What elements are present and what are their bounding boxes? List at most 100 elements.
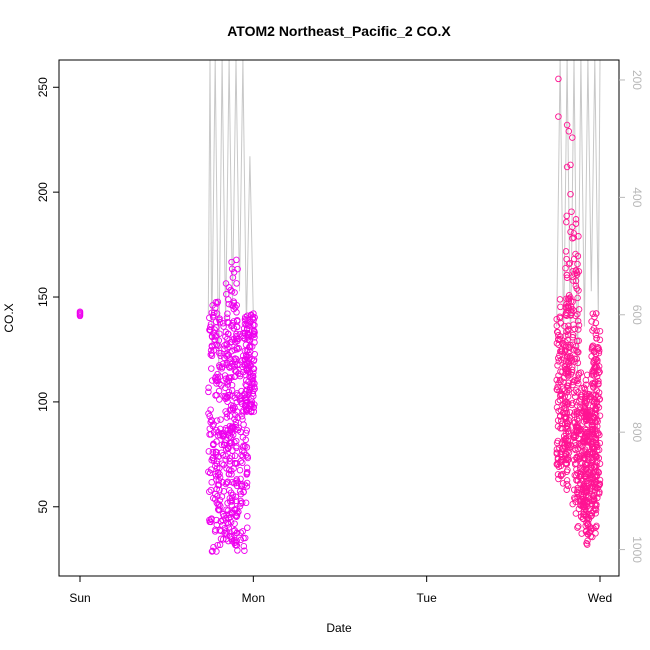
data-point-1469: [590, 372, 598, 379]
data-point-1382: [596, 327, 604, 335]
data-point-481: [233, 398, 241, 406]
data-point-95: [208, 365, 215, 372]
data-point-883: [569, 331, 577, 339]
data-point-376: [223, 465, 230, 472]
data-point-826: [575, 233, 582, 240]
data-point-992: [562, 248, 570, 255]
data-point-126: [213, 310, 221, 317]
data-point-1509: [569, 134, 576, 141]
data-point-763: [555, 358, 563, 365]
data-point-733: [557, 378, 564, 385]
data-point-369: [226, 466, 233, 473]
data-point-1455: [596, 488, 603, 496]
data-point-814: [559, 470, 566, 478]
data-point-228: [217, 350, 224, 357]
data-point-391: [231, 289, 238, 296]
data-point-1101: [570, 434, 578, 442]
data-point-229: [219, 521, 226, 529]
data-point-478: [237, 428, 244, 436]
data-point-809: [556, 387, 563, 395]
data-point-445: [241, 481, 248, 488]
data-point-643: [245, 360, 252, 367]
data-point-436: [235, 508, 242, 516]
data-point-892: [569, 277, 577, 284]
data-point-107: [212, 470, 219, 478]
data-point-65: [212, 333, 219, 340]
data-point-1483: [593, 453, 601, 460]
data-point-504: [238, 499, 246, 507]
data-point-645: [247, 395, 255, 402]
data-point-422: [242, 499, 250, 507]
data-point-48: [205, 388, 212, 396]
data-point-519: [232, 418, 240, 425]
data-point-923: [572, 220, 580, 227]
data-point-1098: [580, 384, 588, 391]
data-point-168: [224, 507, 232, 514]
data-point-1307: [583, 465, 590, 473]
data-point-1161: [573, 428, 580, 435]
data-point-297: [228, 258, 235, 266]
data-point-469: [236, 502, 244, 510]
data-point-1148: [576, 398, 583, 405]
data-point-515: [243, 468, 251, 476]
data-point-189: [216, 474, 224, 481]
data-point-374: [223, 394, 231, 402]
data-point-332: [226, 422, 234, 430]
right-y-axis: 200 400 600 800 1000: [619, 70, 644, 563]
data-point-101: [214, 541, 221, 549]
data-point-112: [209, 313, 217, 321]
data-point-195: [218, 382, 225, 389]
data-point-621: [249, 390, 257, 397]
data-point-514: [234, 547, 241, 554]
data-point-935: [563, 398, 570, 406]
data-point-702: [554, 362, 561, 369]
data-point-462: [244, 512, 251, 520]
data-point-1115: [571, 494, 578, 502]
data-point-491: [242, 436, 249, 444]
data-point-416: [234, 414, 242, 422]
data-point-990: [574, 348, 581, 356]
data-point-641: [246, 373, 253, 381]
data-point-1029: [577, 369, 585, 376]
data-point-1362: [591, 313, 598, 321]
data-point-1281: [580, 504, 588, 511]
data-point-921: [563, 328, 570, 335]
data-point-1410: [588, 318, 595, 325]
data-point-649: [244, 330, 252, 338]
data-point-989: [567, 228, 574, 236]
data-point-471: [231, 367, 239, 374]
data-point-300: [228, 406, 235, 413]
data-point-644: [243, 360, 250, 367]
data-point-257: [216, 506, 223, 514]
data-point-100: [208, 515, 215, 522]
data-point-503: [233, 323, 241, 330]
data-point-1283: [580, 403, 587, 411]
data-point-1485: [593, 462, 600, 469]
data-point-752: [564, 393, 572, 400]
data-point-1490: [591, 501, 599, 508]
data-point-518: [243, 444, 251, 451]
data-point-896: [562, 424, 570, 431]
data-point-372: [229, 274, 237, 281]
data-point-480: [233, 316, 241, 324]
data-point-964: [566, 295, 573, 302]
data-point-1502: [588, 433, 596, 440]
data-point-1462: [594, 494, 601, 502]
data-point-1488: [594, 430, 601, 438]
data-point-117: [213, 300, 221, 307]
data-point-948: [564, 327, 572, 334]
data-point-338: [233, 437, 240, 445]
data-point-38: [210, 494, 217, 502]
data-point-36: [213, 548, 220, 555]
data-point-1464: [596, 368, 603, 376]
data-point-957: [562, 264, 569, 272]
data-point-173: [217, 502, 224, 510]
data-point-394: [222, 515, 230, 522]
data-point-841: [574, 317, 582, 325]
data-point-1151: [576, 498, 584, 505]
data-point-208: [220, 323, 227, 330]
data-point-728: [558, 348, 566, 355]
data-point-122: [211, 528, 219, 535]
data-point-632: [248, 373, 255, 380]
